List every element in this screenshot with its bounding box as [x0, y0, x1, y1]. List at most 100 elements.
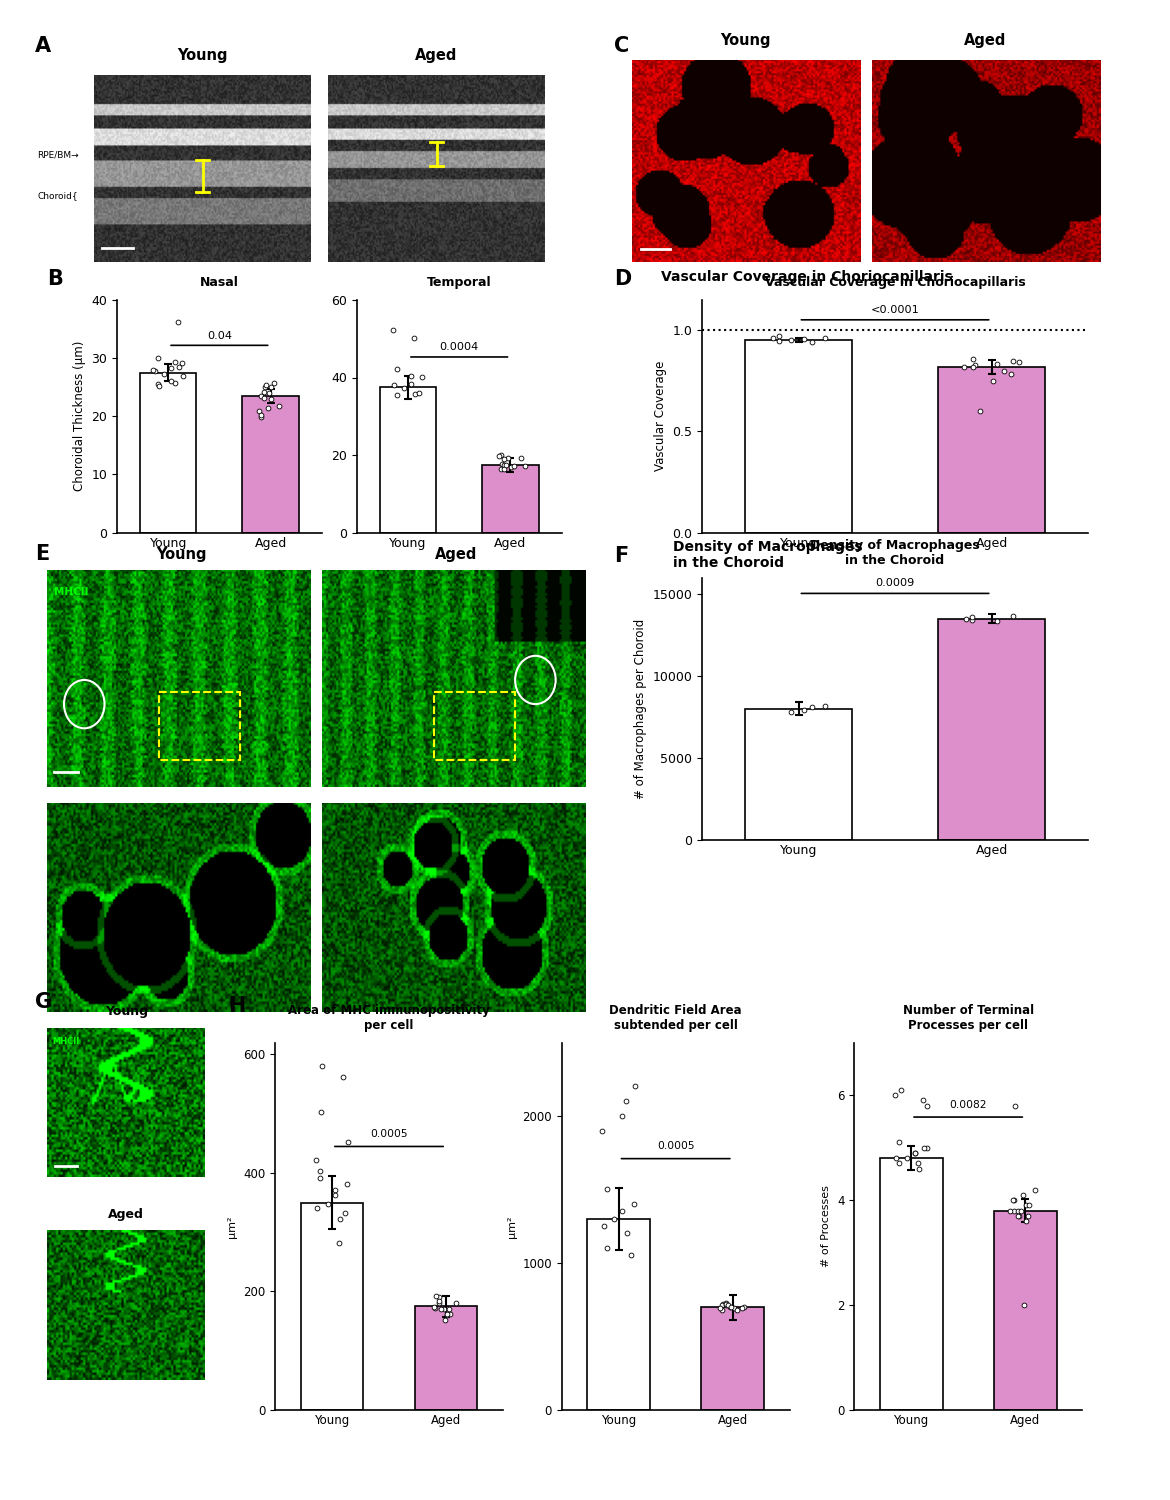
Point — [971, 399, 990, 423]
Point — [1013, 1182, 1032, 1206]
Point — [716, 1292, 735, 1316]
Point — [498, 447, 517, 471]
Point — [149, 345, 167, 369]
Point — [252, 384, 270, 408]
Point — [1000, 1198, 1019, 1222]
Point — [326, 1178, 345, 1202]
Point — [255, 386, 274, 410]
Point — [413, 364, 432, 388]
Bar — [701, 1306, 764, 1410]
Text: C: C — [614, 36, 629, 57]
Point — [1017, 1194, 1035, 1218]
Text: Aged: Aged — [415, 48, 457, 63]
Point — [260, 381, 278, 405]
Point — [769, 328, 787, 352]
Point — [388, 357, 407, 381]
Point — [984, 369, 1003, 393]
Point — [516, 454, 535, 478]
Y-axis label: Choroidal Thickness (μm): Choroidal Thickness (μm) — [73, 340, 85, 492]
Title: Vascular Coverage in Choriocapillaris: Vascular Coverage in Choriocapillaris — [765, 276, 1025, 290]
Point — [333, 1065, 352, 1089]
Point — [782, 699, 800, 723]
Point — [173, 364, 192, 388]
Point — [909, 1152, 928, 1176]
Point — [1009, 1203, 1027, 1227]
Bar — [434, 692, 515, 759]
Point — [794, 327, 813, 351]
Text: Young: Young — [720, 33, 771, 48]
Point — [815, 694, 834, 718]
Point — [490, 444, 509, 468]
Point — [426, 1296, 445, 1320]
Text: D: D — [614, 268, 632, 290]
Point — [410, 381, 428, 405]
Point — [964, 356, 983, 380]
Point — [388, 382, 407, 406]
Text: Aged: Aged — [109, 1208, 144, 1221]
Text: Density of Macrophages
in the Choroid: Density of Macrophages in the Choroid — [673, 540, 862, 570]
Point — [308, 1196, 326, 1219]
Point — [964, 348, 983, 372]
Point — [1009, 1198, 1027, 1222]
Point — [717, 1290, 736, 1314]
Point — [338, 1130, 357, 1154]
Text: RPE/BM→: RPE/BM→ — [37, 150, 80, 159]
Text: G: G — [35, 992, 53, 1012]
Text: <0.0001: <0.0001 — [870, 304, 920, 315]
Point — [1010, 351, 1028, 375]
Y-axis label: Vascular Coverage: Vascular Coverage — [654, 362, 667, 471]
Point — [504, 454, 523, 478]
Text: F: F — [614, 546, 628, 567]
Point — [815, 326, 834, 350]
Point — [897, 1146, 916, 1170]
Point — [803, 696, 821, 720]
Point — [161, 369, 180, 393]
Point — [385, 374, 404, 398]
Point — [718, 1293, 737, 1317]
Point — [962, 604, 980, 628]
Point — [803, 330, 821, 354]
Text: Young: Young — [105, 1005, 147, 1019]
Point — [335, 1202, 353, 1225]
Point — [1020, 1194, 1039, 1218]
Text: 0.0005: 0.0005 — [370, 1130, 408, 1138]
Point — [598, 1178, 617, 1202]
Bar — [140, 372, 197, 532]
Point — [917, 1136, 936, 1160]
Point — [493, 452, 511, 476]
Text: H: H — [228, 996, 246, 1017]
Point — [311, 1166, 330, 1190]
Point — [721, 1294, 739, 1318]
Point — [618, 1221, 636, 1245]
Point — [255, 380, 274, 404]
Point — [495, 447, 514, 471]
Text: Choroid{: Choroid{ — [37, 190, 78, 200]
Point — [426, 1284, 445, 1308]
Text: Aged: Aged — [964, 33, 1006, 48]
Point — [713, 1293, 731, 1317]
Point — [962, 609, 980, 633]
Y-axis label: # of Processes: # of Processes — [821, 1185, 832, 1268]
Bar — [301, 1203, 364, 1410]
Bar — [993, 1210, 1057, 1410]
Point — [154, 363, 173, 387]
Point — [735, 1294, 753, 1318]
Point — [431, 1290, 449, 1314]
Point — [435, 1308, 454, 1332]
Point — [594, 1214, 613, 1237]
Point — [252, 404, 270, 427]
Point — [511, 447, 530, 471]
Point — [722, 1294, 741, 1318]
Bar — [414, 1306, 477, 1410]
Point — [255, 375, 274, 399]
Point — [384, 318, 402, 342]
Point — [593, 1119, 612, 1143]
Text: Aged: Aged — [435, 548, 477, 562]
Point — [440, 1296, 459, 1320]
Text: 0.0009: 0.0009 — [875, 578, 915, 588]
Point — [613, 1104, 632, 1128]
Point — [252, 405, 270, 429]
Text: Young: Young — [156, 548, 207, 562]
Point — [438, 1302, 456, 1326]
Point — [491, 458, 510, 482]
